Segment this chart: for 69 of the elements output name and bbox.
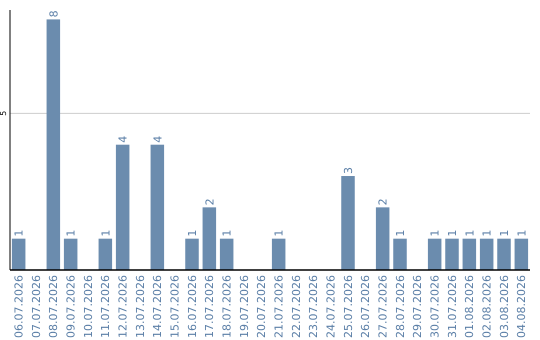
x-tick-label: 03.08.2026 — [498, 275, 511, 338]
x-tick-label: 15.07.2026 — [168, 275, 182, 338]
bar — [220, 238, 234, 270]
x-tick-label: 22.07.2026 — [290, 275, 303, 338]
x-tick-label: 30.07.2026 — [428, 275, 442, 338]
x-tick-label: 06.07.2026 — [12, 275, 26, 338]
data-label: 8 — [47, 10, 60, 18]
data-label: 1 — [12, 230, 26, 237]
x-tick-label: 19.07.2026 — [238, 275, 251, 338]
bar — [272, 238, 286, 270]
data-label: 1 — [480, 230, 494, 237]
data-label: 1 — [428, 230, 442, 237]
bar — [376, 207, 390, 270]
data-label: 1 — [186, 230, 199, 237]
x-tick-label: 18.07.2026 — [220, 275, 234, 338]
x-tick-label: 07.07.2026 — [30, 275, 43, 338]
x-tick-label: 09.07.2026 — [64, 275, 78, 338]
x-tick-label: 08.07.2026 — [47, 275, 60, 338]
x-tick-label: 25.07.2026 — [342, 275, 355, 338]
bar — [46, 19, 60, 270]
bar — [462, 238, 476, 270]
bar — [64, 238, 78, 270]
bar — [202, 207, 216, 270]
bar — [480, 238, 494, 270]
bar — [393, 238, 407, 270]
x-tick-label: 10.07.2026 — [82, 275, 95, 338]
bar — [150, 144, 164, 270]
x-tick-label: 01.08.2026 — [463, 275, 476, 338]
x-tick-label: 14.07.2026 — [151, 275, 164, 338]
x-tick-label: 04.08.2026 — [515, 275, 528, 338]
data-label: 1 — [446, 230, 459, 237]
data-label: 3 — [342, 167, 355, 174]
bar — [497, 238, 511, 270]
data-label: 1 — [272, 230, 286, 237]
bar — [428, 238, 442, 270]
x-tick-label: 24.07.2026 — [324, 275, 338, 338]
x-tick-label: 02.08.2026 — [480, 275, 494, 338]
data-label: 1 — [394, 230, 407, 237]
x-tick-label: 31.07.2026 — [446, 275, 459, 338]
data-label: 1 — [99, 230, 112, 237]
data-label: 1 — [220, 230, 234, 237]
data-label: 1 — [515, 230, 528, 237]
bar — [341, 176, 355, 270]
x-tick-label: 27.07.2026 — [376, 275, 390, 338]
x-tick-label: 13.07.2026 — [134, 275, 147, 338]
x-tick-label: 17.07.2026 — [203, 275, 216, 338]
bar — [98, 238, 112, 270]
x-tick-label: 12.07.2026 — [116, 275, 130, 338]
data-label: 1 — [463, 230, 476, 237]
x-tick-label: 21.07.2026 — [272, 275, 286, 338]
x-tick-label: 29.07.2026 — [411, 275, 424, 338]
bar — [185, 238, 199, 270]
x-tick-label: 23.07.2026 — [307, 275, 320, 338]
x-tick-label: 26.07.2026 — [359, 275, 372, 338]
bar — [12, 238, 26, 270]
bar — [445, 238, 459, 270]
x-tick-label: 11.07.2026 — [99, 275, 112, 338]
x-tick-label: 20.07.2026 — [255, 275, 268, 338]
data-label: 2 — [376, 198, 390, 206]
data-label: 4 — [116, 136, 130, 143]
data-label: 2 — [203, 198, 216, 206]
x-tick-label: 28.07.2026 — [394, 275, 407, 338]
data-label: 4 — [151, 136, 164, 143]
bar — [116, 144, 130, 270]
data-label: 1 — [64, 230, 78, 237]
x-tick-label: 16.07.2026 — [186, 275, 199, 338]
bar — [514, 238, 528, 270]
y-tick-label: 5 — [0, 110, 8, 116]
data-label: 1 — [498, 230, 511, 237]
